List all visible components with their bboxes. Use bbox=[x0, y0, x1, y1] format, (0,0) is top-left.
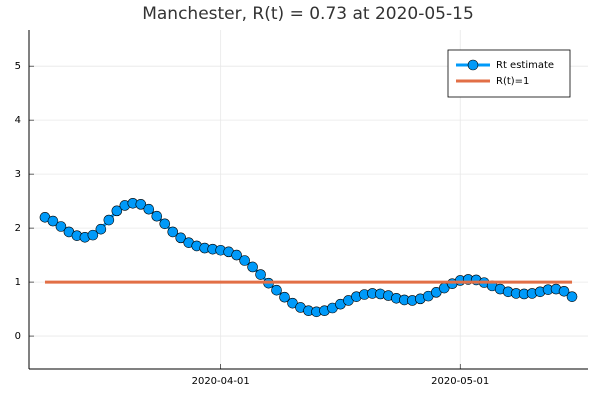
y-tick-label: 1 bbox=[15, 277, 21, 288]
series-line bbox=[44, 201, 573, 314]
data-point bbox=[95, 223, 107, 235]
y-tick-label: 3 bbox=[15, 169, 21, 180]
chart-title: Manchester, R(t) = 0.73 at 2020-05-15 bbox=[142, 4, 474, 24]
x-tick-label: 2020-05-01 bbox=[431, 376, 489, 387]
x-tick-label: 2020-04-01 bbox=[192, 376, 250, 387]
data-point bbox=[255, 269, 266, 280]
data-point bbox=[159, 218, 171, 230]
data-point bbox=[566, 291, 578, 302]
legend-label: Rt estimate bbox=[496, 60, 554, 71]
legend-label: R(t)=1 bbox=[496, 76, 529, 87]
data-point bbox=[239, 255, 250, 266]
y-tick-label: 5 bbox=[15, 61, 21, 72]
data-point bbox=[151, 210, 163, 222]
data-point bbox=[143, 203, 155, 215]
data-point bbox=[247, 261, 258, 273]
y-tick-label: 4 bbox=[15, 115, 21, 126]
data-point bbox=[111, 205, 123, 217]
data-point bbox=[55, 221, 67, 232]
data-point bbox=[167, 226, 179, 238]
legend-box bbox=[447, 49, 571, 98]
data-point bbox=[271, 284, 282, 296]
data-point bbox=[103, 214, 115, 226]
data-point bbox=[175, 232, 187, 244]
data-point bbox=[231, 249, 242, 261]
data-point bbox=[279, 291, 290, 303]
y-tick-label: 0 bbox=[15, 331, 21, 342]
data-point bbox=[47, 215, 59, 227]
legend-marker bbox=[467, 59, 479, 71]
data-point bbox=[87, 229, 99, 241]
data-point bbox=[135, 199, 147, 210]
data-point bbox=[558, 285, 570, 297]
y-tick-label: 2 bbox=[15, 223, 21, 234]
